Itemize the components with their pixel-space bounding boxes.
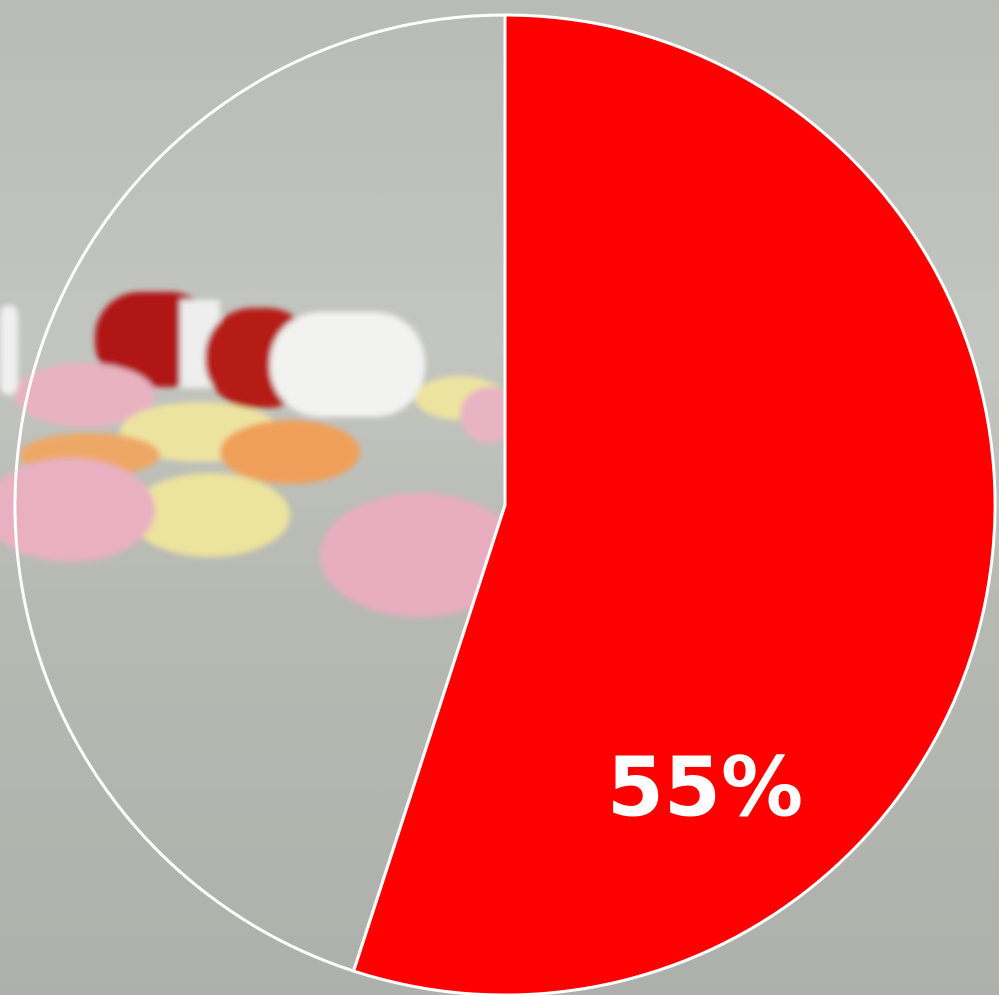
- data-label: 55%: [607, 740, 803, 835]
- pie: [13, 13, 997, 995]
- pie-slice: [351, 13, 997, 995]
- pie-slice: [13, 13, 507, 973]
- background-photo: [0, 292, 520, 617]
